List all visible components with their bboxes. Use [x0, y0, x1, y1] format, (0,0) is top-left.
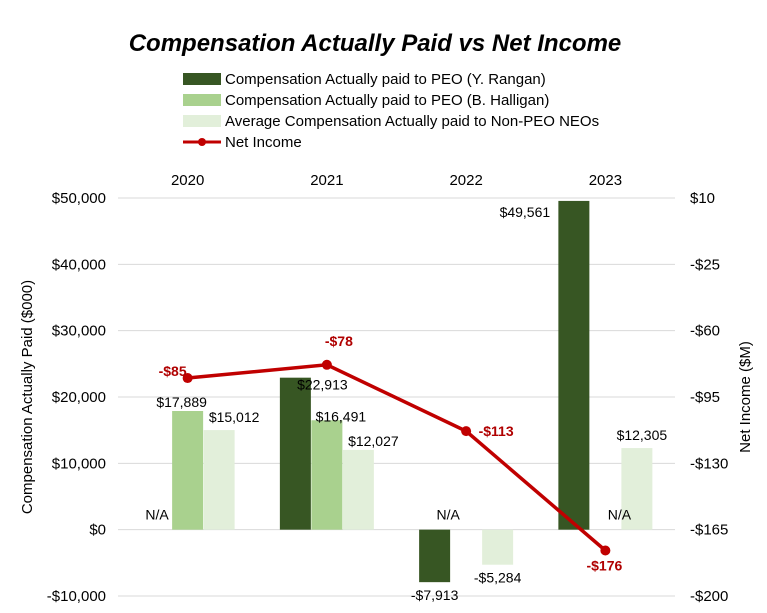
y-axis-title: Compensation Actually Paid ($000)	[19, 280, 36, 514]
bar-data-label: -$7,913	[411, 587, 459, 603]
bar-data-label: $12,305	[617, 427, 668, 443]
net-income-line-group	[182, 359, 611, 556]
y-tick-label: $0	[89, 522, 106, 539]
bar	[558, 200, 590, 530]
bar-data-label: $12,027	[348, 433, 399, 449]
bar-data-label: $22,913	[297, 377, 348, 393]
y-tick-label: $50,000	[52, 190, 106, 207]
bar-data-label: -$5,284	[474, 570, 522, 586]
bar	[311, 420, 343, 530]
net-income-point	[182, 373, 193, 384]
x-tick-label: 2021	[310, 172, 343, 189]
legend-label: Average Compensation Actually paid to No…	[225, 113, 599, 130]
net-income-data-label: -$85	[159, 363, 187, 379]
net-income-data-label: -$78	[325, 333, 353, 349]
data-labels: N/A $22,913 -$7,913 $49,561 $17,889 $16,491 N/…	[145, 204, 667, 603]
y-tick-label: $20,000	[52, 389, 106, 406]
bar	[279, 377, 311, 530]
net-income-data-label: -$113	[479, 423, 514, 439]
legend: Compensation Actually paid to PEO (Y. Ra…	[183, 71, 599, 151]
y-tick-label: $30,000	[52, 323, 106, 340]
bar-data-label: N/A	[608, 507, 632, 523]
legend-label: Compensation Actually paid to PEO (Y. Ra…	[225, 71, 546, 88]
y-tick-label: $40,000	[52, 256, 106, 273]
legend-swatch	[183, 115, 221, 127]
bar	[482, 529, 514, 565]
bar-data-label: N/A	[145, 507, 169, 523]
legend-label: Net Income	[225, 134, 302, 151]
y2-tick-label: -$25	[690, 256, 720, 273]
chart-title: Compensation Actually Paid vs Net Income	[129, 30, 622, 57]
y2-tick-label: $10	[690, 190, 715, 207]
bar-data-label: $16,491	[316, 408, 367, 424]
y2-tick-label: -$200	[690, 588, 728, 605]
bar-data-label: $49,561	[500, 204, 551, 220]
y2-tick-label: -$95	[690, 389, 720, 406]
net-income-point	[600, 545, 611, 556]
net-income-point	[321, 359, 332, 370]
bar-data-label: N/A	[436, 507, 460, 523]
y2-tick-label: -$60	[690, 323, 720, 340]
legend-swatch	[183, 94, 221, 106]
y-tick-label: -$10,000	[47, 588, 106, 605]
x-tick-label: 2020	[171, 172, 204, 189]
bar	[342, 449, 374, 530]
x-tick-label: 2022	[449, 172, 482, 189]
legend-swatch	[183, 73, 221, 85]
bar	[203, 430, 235, 530]
net-income-data-label: -$176	[586, 558, 622, 574]
legend-swatch-marker	[198, 138, 206, 146]
net-income-point	[461, 426, 472, 437]
legend-label: Compensation Actually paid to PEO (B. Ha…	[225, 92, 549, 109]
bars	[172, 200, 653, 583]
bar	[621, 448, 653, 530]
x-tick-label: 2023	[589, 172, 622, 189]
bar	[419, 529, 451, 583]
y2-axis-title: Net Income ($M)	[737, 341, 754, 453]
y2-tick-label: -$130	[690, 455, 728, 472]
y-tick-label: $10,000	[52, 455, 106, 472]
bar-data-label: $17,889	[156, 394, 207, 410]
net-income-line	[187, 362, 607, 552]
bar	[172, 411, 204, 530]
y2-tick-label: -$165	[690, 522, 728, 539]
axes: -$10,000 $0 $10,000 $20,000 $30,000 $40,000 $5…	[19, 172, 754, 605]
bar-data-label: $15,012	[209, 409, 260, 425]
